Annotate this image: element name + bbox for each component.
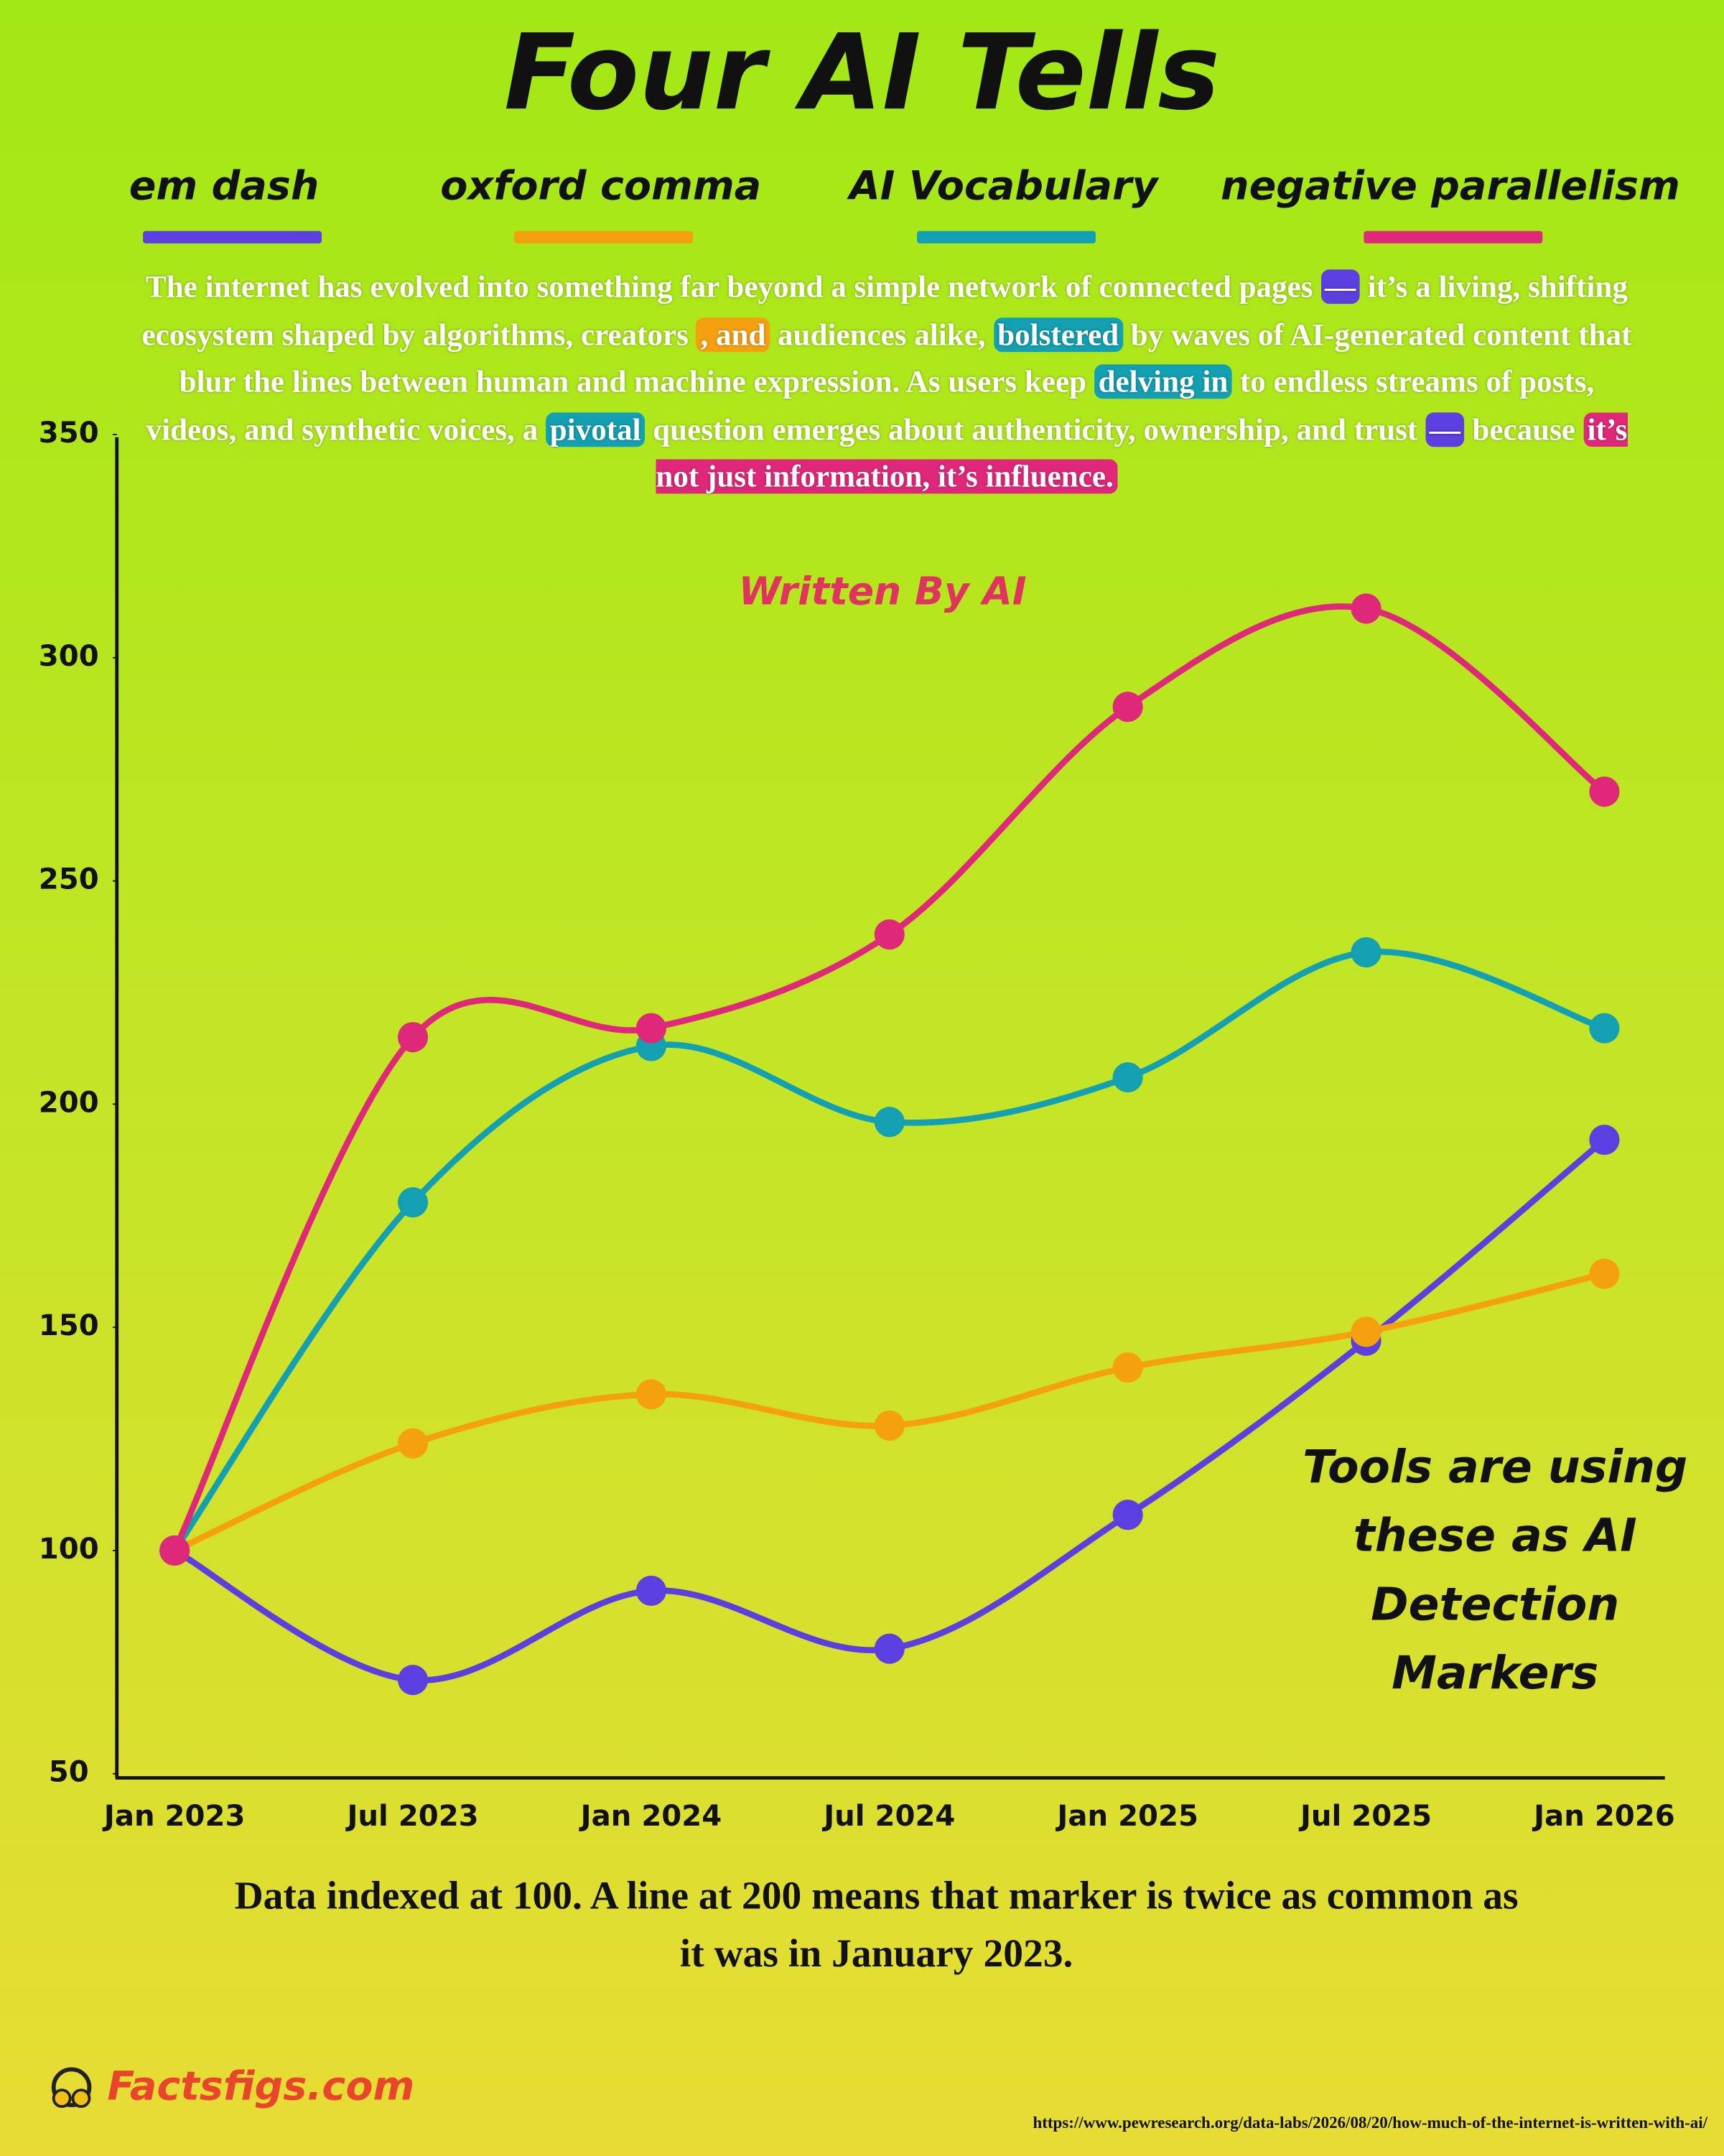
point [1589, 1013, 1620, 1044]
y-tick-label: 300 [39, 640, 99, 673]
point [1112, 1500, 1143, 1530]
x-tick-label: Jan 2023 [102, 1800, 246, 1833]
text-run: audiences alike, [777, 317, 986, 352]
highlight: bolstered [993, 317, 1124, 352]
point [635, 1575, 666, 1606]
legend-label: negative parallelism [1221, 162, 1680, 209]
legend-swatch [917, 231, 1096, 243]
caption-box: Data indexed at 100. A line at 200 means… [234, 1874, 1519, 1976]
series-line [172, 603, 1607, 1552]
text-run: question emerges about authenticity, own… [653, 412, 1418, 447]
point [1589, 1258, 1620, 1289]
legend-label: em dash [129, 162, 320, 209]
y-tick-label: 100 [39, 1533, 99, 1566]
point [635, 1379, 666, 1410]
x-tick-label: Jul 2025 [1298, 1800, 1432, 1833]
legend-label: AI Vocabulary [847, 162, 1160, 209]
point [397, 1428, 429, 1459]
point [397, 1187, 429, 1218]
y-tick-label: 250 [39, 863, 99, 896]
point [1112, 692, 1143, 722]
text-run: it’s a living, shifting ecosystem shaped… [141, 269, 1628, 352]
highlight: delving in [1094, 364, 1233, 399]
highlight: pivotal [546, 412, 646, 447]
highlight: — [1320, 269, 1360, 305]
annotation: Tools are using these as AI Detection Ma… [1303, 1439, 1688, 1700]
text-run: The internet has evolved into something … [146, 269, 1313, 305]
paragraph: The internet has evolved into something … [131, 264, 1643, 501]
paragraph-box: The internet has evolved into something … [131, 264, 1643, 501]
y-tick-label: 200 [39, 1086, 99, 1119]
y-tick-label: 50 [49, 1756, 89, 1789]
legend-swatch [143, 231, 322, 243]
point [874, 1107, 905, 1138]
source: https://www.pewresearch.org/data-labs/20… [1033, 2114, 1707, 2132]
legend-swatch [1364, 231, 1543, 243]
point [874, 1633, 905, 1664]
x-tick-label: Jul 2023 [345, 1800, 478, 1833]
y-tick-label: 150 [39, 1309, 99, 1342]
point [1351, 593, 1381, 624]
highlight: — [1425, 412, 1465, 447]
x-tick-label: Jan 2026 [1532, 1800, 1675, 1833]
point [397, 1665, 429, 1696]
legend-label: oxford comma [440, 162, 761, 209]
x-tick-label: Jul 2024 [821, 1800, 955, 1833]
point [1589, 1125, 1620, 1156]
text-run: to endless streams of posts, videos, and… [146, 364, 1595, 447]
brand-icon [51, 2067, 92, 2108]
point [1589, 776, 1620, 807]
point [159, 1535, 190, 1566]
legend-swatch [514, 231, 693, 243]
brand: Factsfigs.com [107, 2063, 414, 2109]
point [1112, 1352, 1143, 1383]
subtitle: Written By AI [739, 569, 1027, 614]
y-tick-label: 350 [39, 417, 99, 450]
point [874, 1410, 905, 1441]
point [1351, 1316, 1381, 1347]
point [1351, 937, 1381, 968]
point [874, 919, 905, 950]
text-run: because [1472, 412, 1576, 447]
point [1112, 1062, 1143, 1093]
text-run: by waves of AI-generated content that bl… [179, 317, 1632, 399]
chart-title: Four AI Tells [504, 12, 1220, 134]
caption: Data indexed at 100. A line at 200 means… [234, 1874, 1519, 1976]
x-tick-label: Jan 2024 [579, 1800, 722, 1833]
point [635, 1013, 666, 1044]
x-tick-label: Jan 2025 [1055, 1800, 1198, 1833]
highlight: , and [696, 317, 770, 352]
point [397, 1022, 429, 1053]
annotation-box: Tools are using these as AI Detection Ma… [1303, 1439, 1688, 1700]
